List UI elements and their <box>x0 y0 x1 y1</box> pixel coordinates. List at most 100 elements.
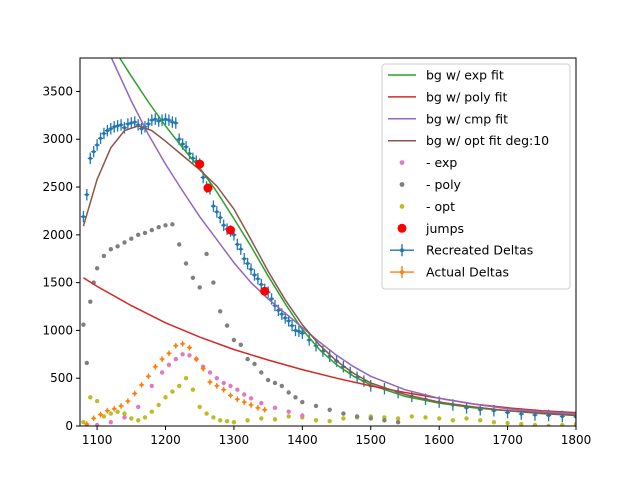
poly-points-point <box>252 361 257 367</box>
poly-points-point <box>163 223 168 228</box>
legend-label: bg w/ opt fit deg:10 <box>426 133 549 148</box>
legend-label: - poly <box>426 177 462 192</box>
recreated-point <box>275 304 281 317</box>
exp-points-point <box>228 383 233 389</box>
recreated-point <box>166 114 172 126</box>
legend-entry: jumps <box>397 221 464 236</box>
poly-points-point <box>293 395 298 400</box>
jumps-point <box>203 183 213 193</box>
poly-points-point <box>272 380 278 386</box>
actual-point <box>125 398 131 405</box>
jumps-point <box>260 286 270 296</box>
legend-entry: - opt <box>399 199 455 214</box>
opt-points-point <box>519 421 524 426</box>
opt-points-point <box>88 395 93 400</box>
y-tick-label: 3500 <box>42 84 73 98</box>
y-tick-label: 1500 <box>42 276 73 290</box>
poly-points-point <box>259 370 264 375</box>
poly-points-point <box>211 280 216 285</box>
recreated-point <box>115 120 121 132</box>
legend-swatch <box>390 266 414 279</box>
legend-label: bg w/ cmp fit <box>426 111 508 126</box>
legend-entry: - exp <box>399 155 457 170</box>
cmp-fit-line <box>110 58 576 415</box>
exp-points-point <box>300 413 305 418</box>
x-tick-label: 1200 <box>150 433 181 447</box>
exp-points-point <box>166 362 172 367</box>
exp-points-point <box>159 370 165 375</box>
recreated-point <box>108 122 114 135</box>
poly-points-point <box>354 414 360 419</box>
recreated-point <box>245 257 251 270</box>
y-tick-label: 0 <box>65 419 73 433</box>
exp-points-point <box>180 352 185 357</box>
actual-point <box>207 379 213 385</box>
opt-points-point <box>464 416 469 421</box>
poly-points-point <box>108 247 114 252</box>
exp-points-point <box>242 392 247 397</box>
actual-series <box>84 340 268 426</box>
opt-points-point <box>560 422 565 426</box>
recreated-point <box>251 269 257 281</box>
recreated-point <box>293 324 299 337</box>
exp-fit-series <box>119 58 576 415</box>
x-tick-label: 1600 <box>424 433 455 447</box>
poly-points-point <box>300 399 305 405</box>
opt-points-point <box>491 420 497 425</box>
opt-points-point <box>313 418 319 423</box>
actual-point <box>193 356 199 362</box>
poly-points-point <box>84 360 90 366</box>
actual-point <box>255 404 261 411</box>
exp-points-point <box>108 420 114 425</box>
exp-points-point <box>187 353 192 358</box>
exp-points-point <box>235 387 240 392</box>
y-tick-label: 3000 <box>42 132 73 146</box>
recreated-point <box>101 127 107 140</box>
poly-points-point <box>279 383 284 389</box>
exp-fit-line <box>119 58 576 415</box>
poly-points-point <box>156 225 161 230</box>
recreated-point <box>111 121 117 133</box>
recreated-point <box>98 132 104 145</box>
actual-point <box>241 399 247 405</box>
opt-points-point <box>231 420 237 425</box>
legend-entry: bg w/ cmp fit <box>388 111 508 126</box>
recreated-point <box>149 114 155 126</box>
opt-points-point <box>190 387 196 392</box>
poly-points-point <box>231 337 237 343</box>
poly-points-point <box>88 299 93 304</box>
poly-points-point <box>129 236 134 241</box>
poly-points-point <box>170 222 175 227</box>
actual-point <box>234 396 240 403</box>
exp-points-point <box>207 370 213 375</box>
recreated-point <box>152 113 158 125</box>
opt-points-point <box>108 411 114 416</box>
jumps-point <box>226 225 235 235</box>
legend-entry: - poly <box>399 177 462 192</box>
y-tick-label: 2500 <box>42 180 73 194</box>
actual-point <box>152 363 158 370</box>
exp-points-point <box>272 405 278 410</box>
opt-points-point <box>101 414 107 419</box>
legend-entry: bg w/ exp fit <box>388 68 504 83</box>
poly-points-point <box>341 411 346 416</box>
recreated-point <box>145 118 151 130</box>
actual-point <box>132 390 138 397</box>
exp-points-point <box>221 380 226 386</box>
poly-points-point <box>218 309 223 314</box>
x-tick-label: 1400 <box>287 433 318 447</box>
opt-points-point <box>245 418 250 423</box>
poly-points-point <box>382 418 387 423</box>
opt-points-point <box>505 420 510 426</box>
opt-points-point <box>136 418 141 423</box>
series-layer <box>80 58 576 426</box>
exp-points-series <box>84 352 305 426</box>
opt-points-point <box>163 395 168 400</box>
cmp-fit-series <box>110 58 576 415</box>
recreated-point <box>255 273 261 285</box>
actual-point <box>228 392 234 399</box>
poly-points-point <box>204 251 209 257</box>
opt-points-point <box>149 409 154 414</box>
poly-points-point <box>136 232 141 237</box>
opt-points-point <box>204 411 209 416</box>
